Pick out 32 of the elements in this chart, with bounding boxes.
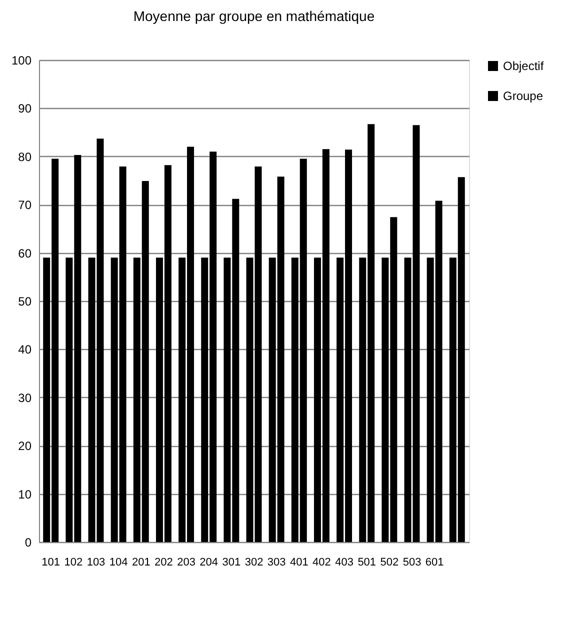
y-tick-label: 50 (18, 294, 32, 308)
legend-label: Objectif (503, 59, 544, 73)
x-tick-label: 601 (425, 556, 444, 568)
y-tick-label: 100 (11, 54, 32, 68)
x-tick-label: 501 (358, 556, 376, 568)
x-tick-label: 503 (402, 556, 422, 568)
x-tick-label: 103 (86, 556, 106, 568)
x-tick-label: 201 (132, 556, 150, 568)
x-tick-label: 402 (312, 556, 331, 568)
x-tick-label: 101 (42, 556, 60, 568)
x-tick-label: 303 (267, 556, 286, 568)
x-tick-label: 301 (222, 556, 241, 568)
x-tick-label: 403 (335, 556, 354, 568)
chart-title: Moyenne par groupe en mathématique (133, 8, 375, 24)
x-tick-label: 202 (154, 556, 173, 568)
x-tick-label: 302 (244, 556, 264, 568)
x-tick-label: 401 (290, 556, 308, 568)
x-tick-label: 204 (200, 556, 218, 568)
y-tick-label: 20 (18, 439, 32, 454)
y-tick-label: 10 (18, 487, 32, 502)
x-tick-label: 502 (380, 556, 399, 568)
y-tick-label: 70 (18, 198, 32, 212)
y-tick-label: 90 (18, 102, 32, 116)
y-tick-label: 30 (18, 390, 32, 405)
y-tick-label: 40 (18, 342, 32, 357)
y-tick-label: 0 (24, 536, 32, 550)
x-tick-label: 102 (64, 556, 83, 568)
y-tick-label: 60 (18, 246, 32, 260)
y-tick-label: 80 (18, 150, 32, 164)
x-tick-label: 203 (177, 556, 196, 568)
legend-label: Groupe (503, 89, 544, 103)
x-tick-label: 104 (109, 556, 128, 568)
